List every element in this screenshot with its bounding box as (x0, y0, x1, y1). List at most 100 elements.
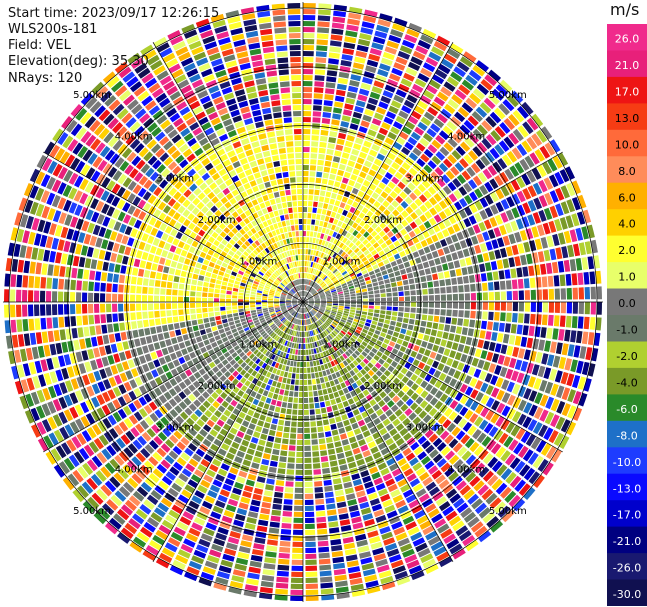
gate (320, 297, 326, 299)
gate (381, 342, 388, 349)
gate (289, 177, 296, 183)
gate (163, 215, 172, 224)
gate (241, 263, 248, 269)
gate (289, 291, 294, 295)
gate (337, 220, 343, 227)
gate (167, 323, 174, 331)
gate (256, 351, 262, 358)
gate (293, 287, 297, 293)
gate (293, 318, 297, 324)
gate (541, 314, 548, 326)
gate (265, 283, 271, 288)
gate (342, 475, 351, 483)
gate (335, 446, 344, 454)
gate (180, 411, 189, 421)
gate (538, 339, 545, 351)
gate (281, 233, 286, 240)
gate (277, 57, 289, 64)
gate (535, 351, 543, 364)
gate (210, 223, 218, 231)
gate (310, 318, 314, 323)
gate (470, 283, 476, 292)
gate (384, 386, 392, 395)
gate (283, 371, 288, 378)
gate (315, 314, 320, 319)
gate (379, 284, 385, 290)
gate (433, 193, 442, 202)
gate (185, 320, 192, 327)
gate (350, 174, 358, 181)
gate (345, 166, 353, 173)
gate (326, 442, 334, 449)
gate (268, 429, 276, 436)
gate (206, 201, 214, 209)
gate (304, 273, 306, 279)
gate (244, 357, 251, 364)
gate (95, 325, 102, 335)
gate (286, 238, 290, 244)
gate (255, 247, 261, 253)
gate (340, 60, 352, 67)
gate (215, 379, 223, 387)
gate (317, 353, 322, 359)
gate (269, 224, 275, 231)
gate (315, 177, 322, 184)
gate (324, 241, 329, 247)
gate (124, 246, 132, 256)
gate (404, 196, 413, 205)
gate (402, 353, 409, 361)
gate (104, 345, 112, 355)
gate (206, 387, 214, 395)
gate (366, 283, 373, 288)
gate (245, 248, 252, 254)
gate (337, 289, 343, 293)
gate (280, 305, 286, 307)
gate (319, 280, 324, 285)
gate (211, 196, 219, 204)
gate (437, 248, 445, 257)
gate (161, 249, 169, 258)
gate (194, 234, 202, 242)
gate (326, 305, 332, 308)
gate (313, 292, 318, 296)
gate (274, 437, 282, 444)
gate (367, 377, 375, 385)
gate (469, 319, 476, 328)
gate (283, 320, 288, 325)
gate (270, 399, 277, 406)
gate (173, 191, 182, 201)
gate (387, 365, 395, 373)
gate (249, 180, 257, 187)
gate (398, 307, 404, 312)
gate (342, 209, 348, 217)
gate (368, 305, 374, 309)
gate (261, 278, 267, 283)
gate (426, 274, 433, 282)
gate (278, 376, 283, 383)
gate (266, 318, 272, 323)
gate (347, 385, 354, 392)
gate (426, 342, 434, 350)
gate (335, 371, 341, 378)
gate (451, 317, 458, 325)
gate (296, 313, 299, 318)
gate (250, 297, 256, 300)
gate (524, 302, 531, 312)
gate (390, 235, 398, 243)
gate (325, 437, 333, 443)
gate (264, 447, 272, 454)
gate (261, 321, 267, 326)
gate (211, 391, 219, 400)
gate (290, 360, 294, 367)
gate (252, 377, 258, 385)
gate (256, 304, 262, 307)
gate (218, 270, 225, 276)
gate (240, 212, 247, 220)
gate (284, 278, 289, 284)
gate (505, 246, 513, 257)
gate (223, 322, 229, 328)
gate (225, 330, 232, 336)
gate (215, 315, 221, 321)
gate (354, 105, 364, 114)
gate (319, 220, 324, 227)
